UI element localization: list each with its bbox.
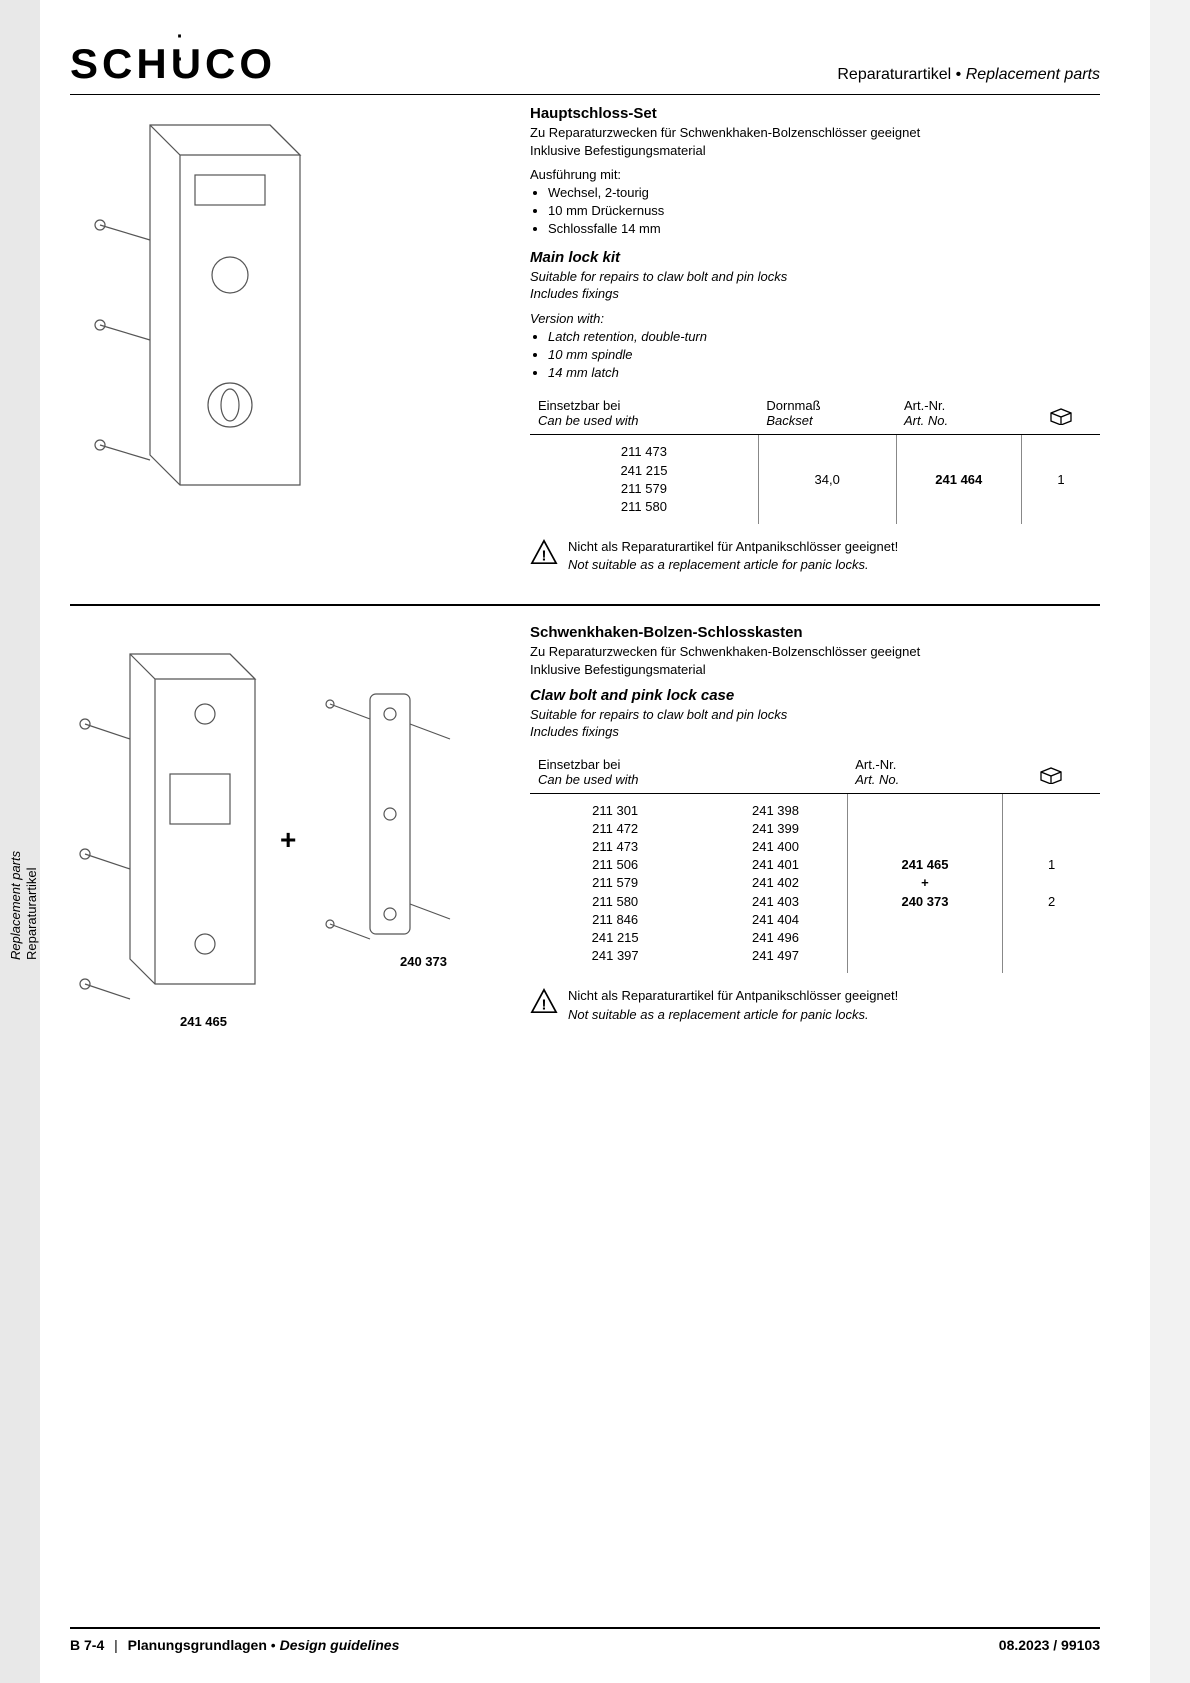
package-icon [1049,407,1073,423]
warning-icon: ! [530,538,558,571]
footer-page-ref: B 7-4 [70,1637,104,1653]
cell-used-with: 211 473 241 215 211 579 211 580 [530,435,758,524]
warning-en: Not suitable as a replacement article fo… [568,557,869,572]
section-1-drawing-col [70,105,510,574]
cell-qty: 1 2 [1003,793,1100,973]
warning-de: Nicht als Reparaturartikel für Antpaniks… [568,539,898,554]
warning-de: Nicht als Reparaturartikel für Antpaniks… [568,988,898,1003]
plus-icon: + [280,824,296,856]
section-1-warning: ! Nicht als Reparaturartikel für Antpani… [530,538,1100,574]
col-package [1003,751,1100,794]
section-1-title-en: Main lock kit [530,249,1100,266]
warning-icon: ! [530,987,558,1020]
section-1-table: Einsetzbar bei Can be used with Dornmaß … [530,392,1100,524]
cell-used-with-col2: 241 398 241 399 241 400 241 401 241 402 … [712,793,847,973]
section-2-desc-en: Suitable for repairs to claw bolt and pi… [530,706,1100,741]
table-row: 211 301 211 472 211 473 211 506 211 579 … [530,793,1100,973]
section-2-title-en: Claw bolt and pink lock case [530,687,1100,704]
section-1-desc-de: Zu Reparaturzwecken für Schwenkhaken-Bol… [530,124,1100,159]
section-1-version-en: Version with: [530,311,1100,326]
package-icon [1039,766,1063,782]
section-2-drawing: + 241 465 240 373 [70,624,510,1044]
footer-right: 08.2023 / 99103 [999,1637,1100,1653]
section-1-bullets-en: Latch retention, double-turn 10 mm spind… [530,328,1100,383]
section-2-table: Einsetzbar bei Can be used with Art.-Nr.… [530,751,1100,974]
section-2-text: Schwenkhaken-Bolzen-Schlosskasten Zu Rep… [530,624,1100,1044]
section-1-version-de: Ausführung mit: [530,167,1100,182]
section-1-desc-en: Suitable for repairs to claw bolt and pi… [530,268,1100,303]
side-label: Replacement parts Reparaturartikel [8,851,39,960]
svg-text:!: ! [542,997,547,1014]
section-1-bullets-de: Wechsel, 2-tourig 10 mm Drückernuss Schl… [530,184,1100,239]
footer: B 7-4 | Planungsgrundlagen • Design guid… [70,1627,1100,1653]
side-label-de: Reparaturartikel [24,868,39,961]
col-art-no: Art.-Nr. Art. No. [847,751,1003,794]
header: SCHUCO Reparaturartikel • Replacement pa… [70,40,1100,95]
section-1-title-de: Hauptschloss-Set [530,105,1100,122]
col-art-no: Art.-Nr. Art. No. [896,392,1022,435]
footer-left: B 7-4 | Planungsgrundlagen • Design guid… [70,1637,399,1653]
section-2-warning: ! Nicht als Reparaturartikel für Antpani… [530,987,1100,1023]
section-2-title-de: Schwenkhaken-Bolzen-Schlosskasten [530,624,1100,641]
side-label-en: Replacement parts [8,851,23,960]
footer-title-en: Design guidelines [280,1637,400,1653]
side-tab: Replacement parts Reparaturartikel [0,0,40,1683]
header-category: Reparaturartikel • Replacement parts [837,66,1100,88]
cell-qty: 1 [1022,435,1100,524]
section-divider [70,604,1100,606]
section-2-drawing-col: + 241 465 240 373 [70,624,510,1044]
page: SCHUCO Reparaturartikel • Replacement pa… [40,0,1150,1683]
footer-title-de: Planungsgrundlagen [128,1637,267,1653]
part-label-left: 241 465 [180,1014,227,1029]
svg-text:!: ! [542,547,547,564]
col-backset: Dornmaß Backset [758,392,896,435]
footer-date-ref: 08.2023 / 99103 [999,1637,1100,1653]
logo: SCHUCO [70,40,276,88]
cell-art-no: 241 464 [896,435,1022,524]
cell-backset: 34,0 [758,435,896,524]
table-row: 211 473 241 215 211 579 211 580 34,0 241… [530,435,1100,524]
header-category-de: Reparaturartikel [837,66,951,83]
section-2-desc-de: Zu Reparaturzwecken für Schwenkhaken-Bol… [530,643,1100,678]
cell-used-with-col1: 211 301 211 472 211 473 211 506 211 579 … [530,793,712,973]
section-1-text: Hauptschloss-Set Zu Reparaturzwecken für… [530,105,1100,574]
section-1: Hauptschloss-Set Zu Reparaturzwecken für… [70,105,1100,574]
part-label-right: 240 373 [400,954,447,969]
header-category-en: Replacement parts [966,66,1100,83]
col-used-with: Einsetzbar bei Can be used with [530,392,758,435]
section-1-drawing [70,105,510,525]
section-2: + 241 465 240 373 Schwenkhaken-Bolzen-Sc… [70,624,1100,1044]
cell-art-no: 241 465 + 240 373 [847,793,1003,973]
lock-drawing-icon [70,105,370,525]
col-package [1022,392,1100,435]
warning-en: Not suitable as a replacement article fo… [568,1007,869,1022]
col-used-with: Einsetzbar bei Can be used with [530,751,847,794]
